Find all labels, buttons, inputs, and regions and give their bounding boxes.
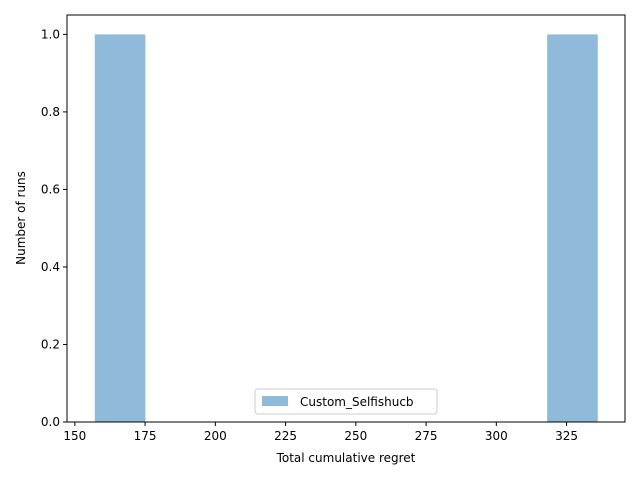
x-tick-label-4: 250 xyxy=(344,429,367,443)
x-tick-label-7: 325 xyxy=(555,429,578,443)
histogram-bar-0 xyxy=(94,34,146,422)
x-tick-label-2: 200 xyxy=(204,429,227,443)
y-tick-label-0: 0.0 xyxy=(41,415,60,429)
y-tick-label-1: 0.2 xyxy=(41,337,60,351)
y-axis-label: Number of runs xyxy=(14,171,28,265)
legend-label: Custom_Selfishucb xyxy=(300,395,414,409)
x-tick-label-1: 175 xyxy=(134,429,157,443)
x-tick-label-0: 150 xyxy=(63,429,86,443)
histogram-bar-1 xyxy=(547,34,598,422)
y-tick-label-2: 0.4 xyxy=(41,260,60,274)
bars-layer xyxy=(94,34,598,422)
legend: Custom_Selfishucb xyxy=(254,388,438,415)
y-tick-label-4: 0.8 xyxy=(41,105,60,119)
legend-swatch xyxy=(262,396,288,406)
x-tick-label-6: 300 xyxy=(485,429,508,443)
legend-frame xyxy=(254,388,438,415)
x-tick-label-3: 225 xyxy=(274,429,297,443)
x-axis-label: Total cumulative regret xyxy=(276,451,416,465)
x-tick-label-5: 275 xyxy=(415,429,438,443)
plot-frame xyxy=(66,14,626,423)
ticks-layer: 150 175 200 225 250 275 300 325 0.0 0.2 0.4 0.6 0.8 1… xyxy=(41,27,578,443)
y-tick-label-5: 1.0 xyxy=(41,27,60,41)
y-tick-label-3: 0.6 xyxy=(41,182,60,196)
